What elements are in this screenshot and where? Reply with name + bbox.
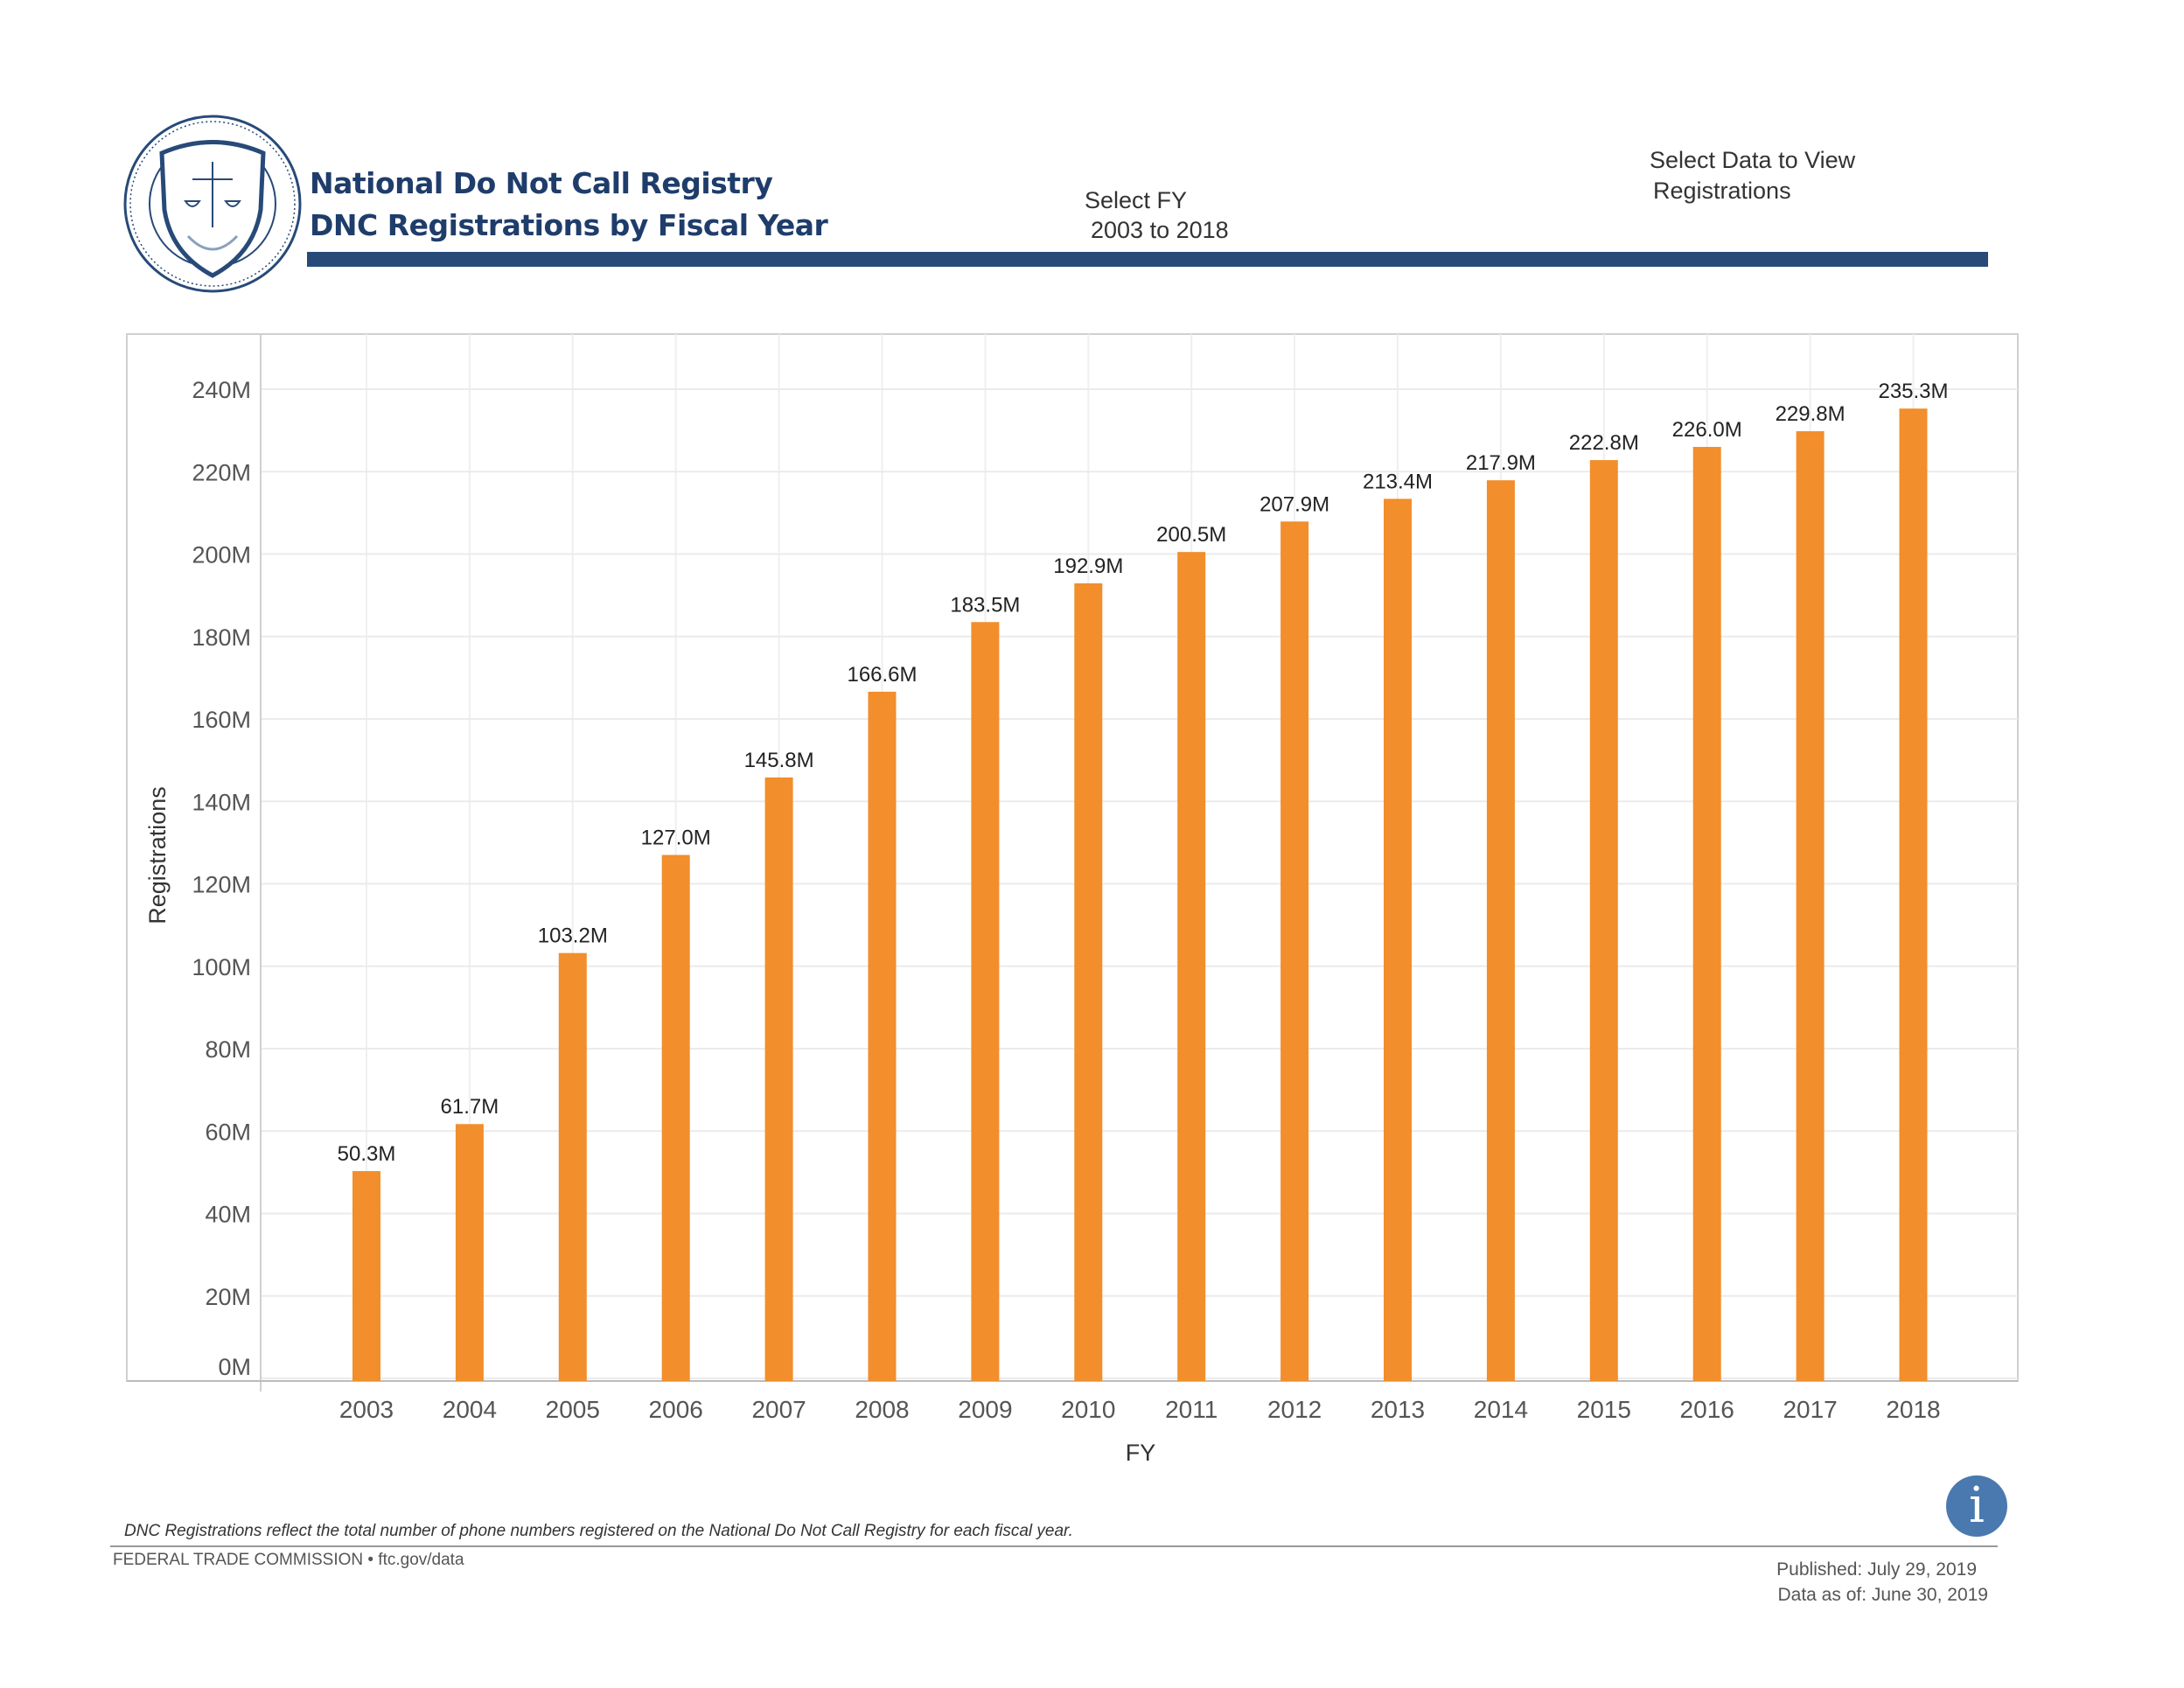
footnote: DNC Registrations reflect the total numb… <box>124 1522 1073 1540</box>
x-axis-title: FY <box>1126 1440 1156 1466</box>
bar-2018 <box>1899 408 1928 1382</box>
bar-2011 <box>1177 552 1206 1381</box>
ftc-seal-logo <box>123 115 302 293</box>
data-label: 127.0M <box>641 827 711 850</box>
x-tick-label: 2003 <box>339 1396 394 1423</box>
bar-2007 <box>764 777 793 1381</box>
y-tick-label: 160M <box>192 707 251 733</box>
data-label: 103.2M <box>538 924 608 948</box>
x-tick-label: 2011 <box>1165 1396 1218 1423</box>
bar-2016 <box>1692 446 1721 1382</box>
data-label: 61.7M <box>441 1095 499 1119</box>
data-label: 192.9M <box>1053 555 1123 578</box>
x-tick-label: 2007 <box>751 1396 806 1423</box>
x-tick-label: 2017 <box>1783 1396 1837 1423</box>
bar-2008 <box>868 691 897 1381</box>
bar-2005 <box>558 952 587 1381</box>
plot-area <box>126 333 2019 1382</box>
x-tick-label: 2015 <box>1577 1396 1631 1423</box>
bar-2015 <box>1589 460 1618 1382</box>
data-label: 50.3M <box>338 1142 396 1166</box>
y-tick-label: 100M <box>192 954 251 980</box>
x-tick-label: 2009 <box>958 1396 1012 1423</box>
data-as-of-date: Data as of: June 30, 2019 <box>1777 1585 1988 1605</box>
data-label: 229.8M <box>1776 402 1846 426</box>
bar-2014 <box>1486 480 1515 1381</box>
header-rule <box>307 252 1988 267</box>
data-label: 217.9M <box>1466 451 1536 475</box>
data-label: 235.3M <box>1878 380 1948 403</box>
x-tick-label: 2016 <box>1680 1396 1734 1423</box>
y-tick-label: 20M <box>205 1284 251 1310</box>
y-tick-label: 80M <box>205 1036 251 1063</box>
ftc-source[interactable]: FEDERAL TRADE COMMISSION • ftc.gov/data <box>113 1551 464 1569</box>
x-tick-label: 2005 <box>546 1396 600 1423</box>
data-label: 145.8M <box>744 749 814 772</box>
y-tick-label: 120M <box>192 872 251 898</box>
published-date: Published: July 29, 2019 <box>1776 1559 1977 1580</box>
x-tick-label: 2014 <box>1474 1396 1528 1423</box>
title-line1: National Do Not Call Registry <box>310 166 773 200</box>
bar-2012 <box>1280 521 1309 1381</box>
x-tick-label: 2010 <box>1061 1396 1115 1423</box>
data-label: 226.0M <box>1672 418 1742 442</box>
bar-2009 <box>971 622 1000 1381</box>
select-fy-dropdown[interactable]: 2003 to 2018 <box>1091 217 1229 243</box>
data-label: 213.4M <box>1363 470 1433 493</box>
data-label: 166.6M <box>847 663 917 687</box>
y-tick-label: 0M <box>218 1354 251 1380</box>
x-tick-label: 2008 <box>855 1396 909 1423</box>
data-label: 222.8M <box>1569 431 1639 455</box>
data-label: 183.5M <box>950 593 1020 617</box>
bar-chart: 0M 20M 40M 60M 80M 100M 120M 140M 160M 180M 200M 22… <box>126 333 2019 1466</box>
bar-2006 <box>661 854 690 1381</box>
info-icon[interactable]: i <box>1946 1475 2007 1537</box>
footer-divider <box>110 1545 1998 1547</box>
bar-2004 <box>455 1124 484 1381</box>
y-tick-label: 220M <box>192 459 251 485</box>
y-tick-label: 200M <box>192 542 251 568</box>
bar-2017 <box>1796 431 1825 1381</box>
x-tick-label: 2012 <box>1267 1396 1322 1423</box>
y-axis-title: Registrations <box>144 786 171 924</box>
x-tick-label: 2006 <box>649 1396 703 1423</box>
x-tick-label: 2018 <box>1886 1396 1940 1423</box>
x-tick-label: 2004 <box>443 1396 497 1423</box>
select-data-dropdown[interactable]: Registrations <box>1653 178 1791 204</box>
select-data-label: Select Data to View <box>1650 147 1856 173</box>
select-fy-label: Select FY <box>1085 187 1188 213</box>
data-label: 200.5M <box>1156 523 1226 547</box>
bar-2013 <box>1384 499 1412 1381</box>
bar-2003 <box>352 1170 380 1381</box>
y-tick-label: 180M <box>192 624 251 651</box>
data-label: 207.9M <box>1259 492 1329 516</box>
bar-2010 <box>1074 582 1103 1381</box>
y-tick-label: 140M <box>192 789 251 815</box>
x-tick-label: 2013 <box>1371 1396 1425 1423</box>
title-line2: DNC Registrations by Fiscal Year <box>310 208 828 242</box>
y-tick-label: 40M <box>205 1202 251 1228</box>
y-tick-label: 240M <box>192 377 251 403</box>
y-tick-label: 60M <box>205 1119 251 1145</box>
